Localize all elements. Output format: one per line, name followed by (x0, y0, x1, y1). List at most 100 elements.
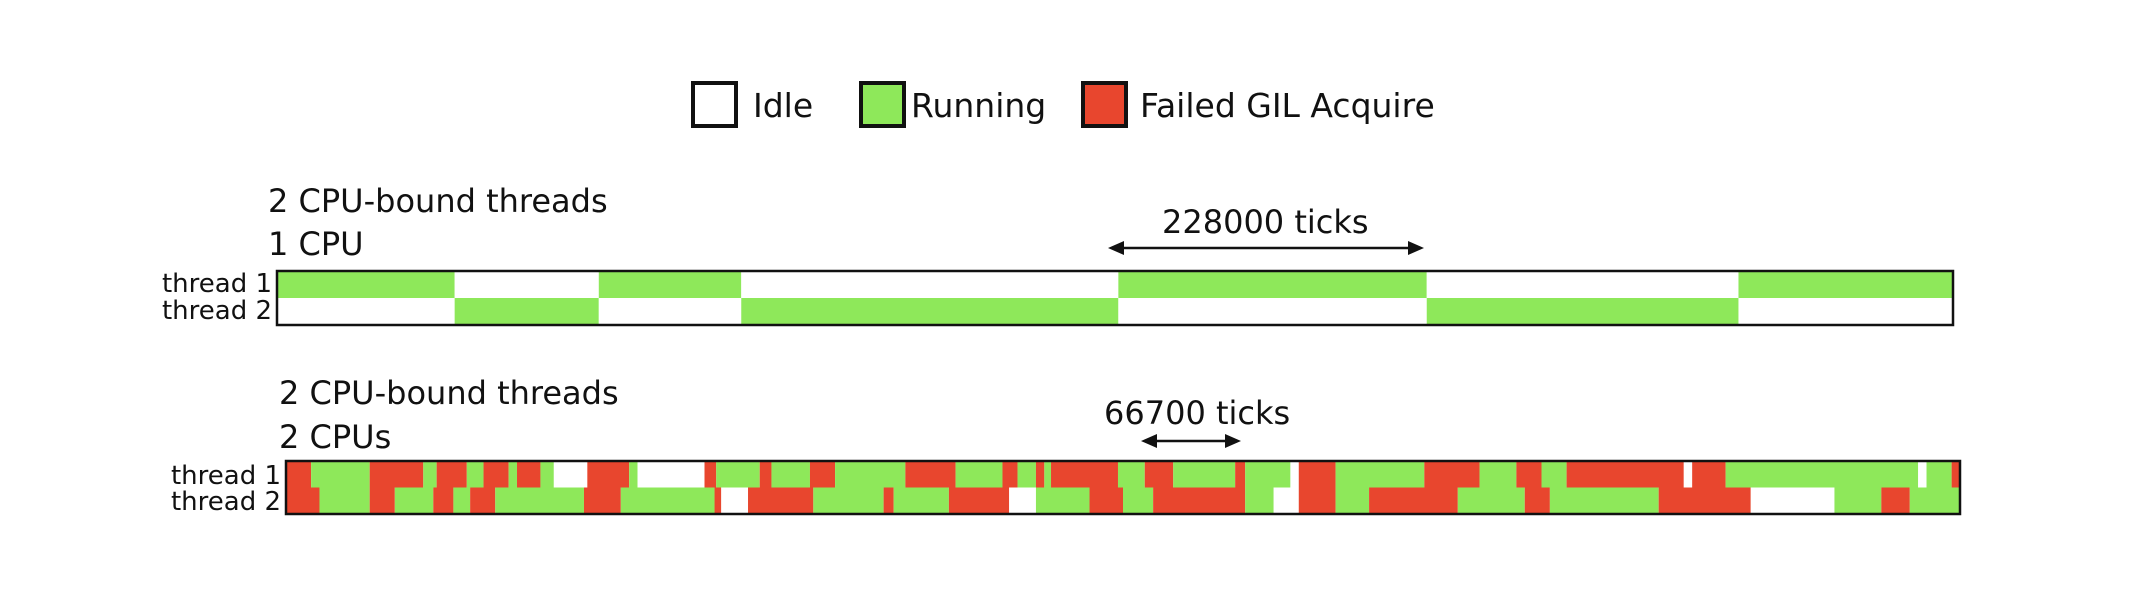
panel-2-thread-1-failed-segment (436, 461, 467, 488)
panel-2-thread-2-running-segment (453, 487, 471, 514)
panel-2-thread-2-running-segment (620, 487, 715, 514)
panel-2-thread-2-running-segment (319, 487, 370, 514)
panel-2-thread-2-failed-segment (470, 487, 496, 514)
panel-2-thread-1-failed-segment (905, 461, 956, 488)
panel-2-frame (284, 459, 1962, 516)
panel-2-thread-2-failed-segment (714, 487, 722, 514)
panel-1cpu: 2 CPU-bound threads 1 CPU 228000 ticks t… (162, 182, 1955, 327)
panel-2-thread-2-failed-segment (1089, 487, 1123, 514)
panel-1-thread-2-label: thread 2 (162, 296, 272, 326)
panel-1-title-line2: 1 CPU (268, 225, 364, 263)
panel-2-thread-2-running-segment (813, 487, 884, 514)
panel-2-thread-1-running-segment (1541, 461, 1567, 488)
panel-2-span-arrow (1141, 434, 1241, 448)
legend-running-label: Running (911, 86, 1046, 125)
panel-2-thread-2-failed-segment (583, 487, 621, 514)
panel-2-thread-2-failed-segment (286, 487, 320, 514)
panel-2-thread-2-failed-segment (1298, 487, 1336, 514)
panel-2-thread-2-failed-segment (748, 487, 814, 514)
panel-2-thread-1-failed-segment (1298, 461, 1336, 488)
panel-2-thread-1-failed-segment (1692, 461, 1726, 488)
panel-2-thread-1-idle-segment (1683, 461, 1693, 488)
panel-2-thread-1-running-segment (466, 461, 484, 488)
panel-2-thread-1-failed-segment (1051, 461, 1118, 488)
panel-2-thread-1-failed-segment (1424, 461, 1480, 488)
panel-1-thread-1-running-segment (1118, 271, 1427, 298)
panel-2-thread-2-idle-segment (1273, 487, 1299, 514)
panel-2-thread-2-failed-segment (369, 487, 395, 514)
panel-2-thread-2-idle-segment (1750, 487, 1835, 514)
panel-2-thread-1-running-segment (629, 461, 638, 488)
panel-1-frame (275, 269, 1955, 327)
panel-2-thread-2-failed-segment (1153, 487, 1246, 514)
panel-2-thread-2-running-segment (495, 487, 584, 514)
panel-1-thread-1-idle-segment (741, 271, 1119, 298)
panel-2-thread-1-running-segment (1335, 461, 1425, 488)
panel-2-thread-2-running-segment (1909, 487, 1960, 514)
panel-2-timeline (286, 461, 1960, 514)
panel-1-thread-1-idle-segment (1426, 271, 1739, 298)
panel-1-thread-2-idle-segment (1738, 298, 1953, 325)
panel-2-thread-1-failed-segment (1035, 461, 1045, 488)
panel-2-thread-2-failed-segment (1369, 487, 1458, 514)
panel-2-thread-1-running-segment (311, 461, 370, 488)
panel-1-thread-1-running-segment (598, 271, 742, 298)
panel-2-thread-2-running-segment (1245, 487, 1274, 514)
panel-1-thread-2-idle-segment (598, 298, 742, 325)
panel-2-thread-1-idle-segment (637, 461, 705, 488)
panel-1-thread-2-running-segment (1426, 298, 1739, 325)
panel-2-thread-2-failed-segment (948, 487, 1010, 514)
panel-2-title-line1: 2 CPU-bound threads (279, 374, 619, 412)
panel-2-thread-1-idle-segment (1290, 461, 1299, 488)
panel-2-thread-1-running-segment (1117, 461, 1145, 488)
panel-2-thread-2-running-segment (1834, 487, 1882, 514)
panel-2-thread-1-failed-segment (369, 461, 424, 488)
panel-2-thread-1-failed-segment (1566, 461, 1684, 488)
panel-2-thread-2-label: thread 2 (171, 487, 281, 517)
panel-2-thread-2-failed-segment (433, 487, 454, 514)
panel-2-thread-1-running-segment (1926, 461, 1952, 488)
panel-2-thread-2-idle-segment (1009, 487, 1036, 514)
panel-1-thread-1-running-segment (1738, 271, 1953, 298)
panel-2-thread-1-failed-segment (704, 461, 717, 488)
legend-failed-label: Failed GIL Acquire (1140, 86, 1435, 125)
panel-1-thread-1-idle-segment (454, 271, 599, 298)
panel-1-thread-1-label: thread 1 (162, 269, 272, 299)
legend-running-swatch (859, 81, 906, 128)
panel-2-thread-1-failed-segment (1951, 461, 1960, 488)
panel-2-thread-2-failed-segment (883, 487, 894, 514)
panel-2-thread-1-running-segment (1017, 461, 1036, 488)
panel-1-title-line1: 2 CPU-bound threads (268, 182, 608, 220)
panel-2-thread-1-running-segment (1173, 461, 1236, 488)
panel-2-thread-1-running-segment (423, 461, 437, 488)
panel-2-thread-1-running-segment (955, 461, 1003, 488)
panel-2-thread-2-running-segment (1035, 487, 1090, 514)
panel-2-thread-2-running-segment (1335, 487, 1370, 514)
panel-2-thread-1-running-segment (540, 461, 554, 488)
panel-2-thread-2-failed-segment (1524, 487, 1550, 514)
panel-2-thread-1-failed-segment (483, 461, 509, 488)
panel-2-thread-2-failed-segment (1881, 487, 1910, 514)
legend: Idle Running Failed GIL Acquire (691, 81, 1435, 128)
panel-2cpus: 2 CPU-bound threads 2 CPUs 66700 ticks t… (171, 374, 1962, 517)
panel-2-thread-1-running-segment (508, 461, 518, 488)
panel-2-thread-1-idle-segment (1918, 461, 1927, 488)
legend-failed-swatch (1081, 81, 1128, 128)
panel-1-timeline (277, 271, 1953, 325)
panel-2-title-line2: 2 CPUs (279, 418, 391, 456)
panel-2-thread-1-running-segment (1245, 461, 1291, 488)
panel-1-thread-2-running-segment (454, 298, 599, 325)
panel-2-thread-1-running-segment (1044, 461, 1052, 488)
panel-2-thread-1-failed-segment (1002, 461, 1018, 488)
panel-1-thread-2-running-segment (741, 298, 1119, 325)
panel-2-thread-1-label: thread 1 (171, 461, 281, 491)
panel-2-tick-annotation: 66700 ticks (1104, 394, 1290, 432)
panel-2-thread-1-failed-segment (286, 461, 312, 488)
panel-2-thread-1-running-segment (1725, 461, 1919, 488)
panel-2-thread-2-running-segment (1457, 487, 1525, 514)
panel-2-thread-2-idle-segment (721, 487, 749, 514)
panel-2-thread-1-running-segment (771, 461, 810, 488)
panel-2-thread-1-failed-segment (809, 461, 836, 488)
panel-1-thread-1-running-segment (277, 271, 455, 298)
